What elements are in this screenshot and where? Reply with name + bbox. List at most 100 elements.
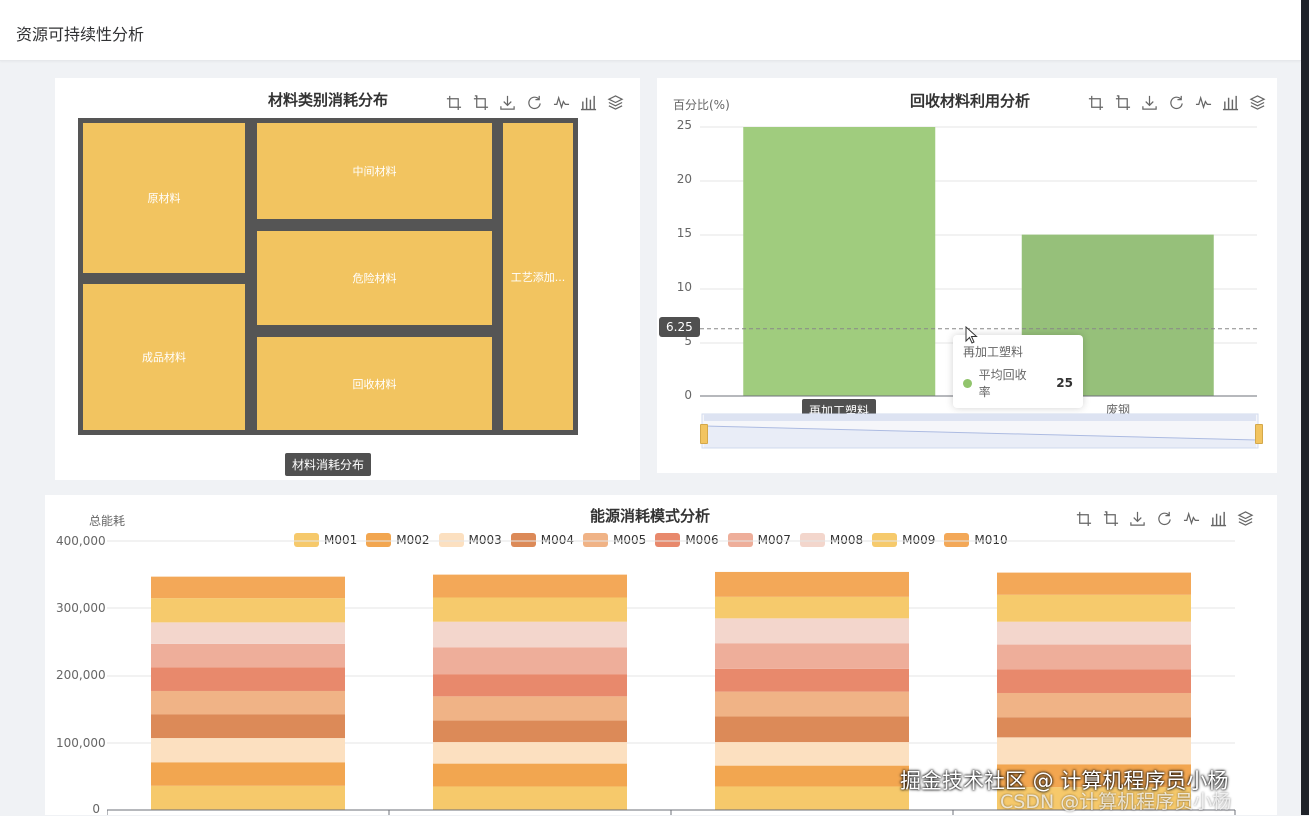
stack-icon[interactable]: [1247, 92, 1267, 112]
recycle-title: 回收材料利用分析: [909, 92, 1031, 110]
recycle-toolbox: [1085, 92, 1267, 112]
treemap-cell[interactable]: 中间材料: [257, 123, 492, 219]
bar-chart-icon[interactable]: [1220, 92, 1240, 112]
energy-bar-segment[interactable]: [151, 576, 345, 599]
energy-bar-segment[interactable]: [151, 785, 345, 810]
series-dot-icon: [963, 378, 972, 388]
energy-bar-segment[interactable]: [151, 598, 345, 623]
energy-bar-segment[interactable]: [151, 667, 345, 691]
energy-bar-segment[interactable]: [715, 643, 909, 669]
crop-icon[interactable]: [443, 92, 463, 112]
crop-reset-icon[interactable]: [1100, 508, 1120, 528]
energy-bar-segment[interactable]: [433, 674, 627, 697]
energy-bar-segment[interactable]: [715, 786, 909, 810]
energy-bar-segment[interactable]: [433, 720, 627, 743]
crop-icon[interactable]: [1085, 92, 1105, 112]
bar-chart-icon[interactable]: [578, 92, 598, 112]
crop-reset-icon[interactable]: [1112, 92, 1132, 112]
energy-bar-segment[interactable]: [715, 742, 909, 766]
energy-bar-segment[interactable]: [715, 765, 909, 787]
download-icon[interactable]: [497, 92, 517, 112]
legend-label: M004: [540, 533, 575, 547]
energy-stacked-chart: [107, 540, 1236, 815]
energy-bar-segment[interactable]: [997, 669, 1191, 693]
energy-bar-segment[interactable]: [433, 647, 627, 675]
refresh-icon[interactable]: [524, 92, 544, 112]
crop-reset-icon[interactable]: [470, 92, 490, 112]
treemap-cell[interactable]: 回收材料: [257, 337, 492, 430]
legend-item[interactable]: M001: [294, 533, 357, 547]
energy-bar-segment[interactable]: [151, 643, 345, 668]
y-tick-label: 10: [676, 280, 692, 294]
data-zoom-slider[interactable]: [700, 412, 1263, 450]
legend-item[interactable]: M008: [799, 533, 863, 547]
energy-bar-segment[interactable]: [433, 763, 627, 787]
energy-bar-segment[interactable]: [997, 692, 1191, 718]
legend-swatch: [583, 533, 609, 547]
treemap-breadcrumb[interactable]: 材料消耗分布: [285, 453, 372, 476]
legend-label: M005: [613, 533, 647, 547]
data-zoom-handle-right[interactable]: [1255, 424, 1263, 444]
legend-item[interactable]: M006: [655, 533, 719, 547]
energy-bar-segment[interactable]: [433, 786, 627, 810]
legend-item[interactable]: M005: [583, 533, 646, 547]
legend-item[interactable]: M010: [944, 533, 1008, 547]
legend-item[interactable]: M003: [438, 533, 502, 547]
recycle-tooltip: 再加工塑料 平均回收率 25: [953, 335, 1083, 408]
line-chart-icon[interactable]: [1181, 508, 1201, 528]
stack-icon[interactable]: [1235, 508, 1255, 528]
refresh-icon[interactable]: [1154, 508, 1174, 528]
energy-bar-segment[interactable]: [715, 716, 909, 743]
data-zoom-handle-left[interactable]: [700, 424, 708, 444]
energy-bar-segment[interactable]: [997, 764, 1191, 788]
legend-swatch: [510, 533, 536, 547]
energy-bar-segment[interactable]: [151, 690, 345, 715]
energy-bar-segment[interactable]: [997, 572, 1191, 595]
line-chart-icon[interactable]: [1193, 92, 1213, 112]
recycle-bar[interactable]: [743, 127, 936, 396]
bar-chart-icon[interactable]: [1208, 508, 1228, 528]
treemap-chart: 原材料 成品材料 中间材料 危险材料 回收材料 工艺添加...: [78, 118, 578, 435]
energy-bar-segment[interactable]: [433, 621, 627, 648]
stack-icon[interactable]: [605, 92, 625, 112]
treemap-cell[interactable]: 原材料: [83, 123, 245, 273]
refresh-icon[interactable]: [1166, 92, 1186, 112]
download-icon[interactable]: [1127, 508, 1147, 528]
energy-bar-segment[interactable]: [997, 787, 1191, 810]
legend-label: M001: [324, 533, 358, 547]
treemap-cell[interactable]: 成品材料: [83, 284, 245, 430]
energy-bar-segment[interactable]: [715, 618, 909, 644]
energy-bar-segment[interactable]: [997, 621, 1191, 645]
energy-bar-segment[interactable]: [715, 571, 909, 597]
energy-bar-segment[interactable]: [151, 762, 345, 786]
energy-bar-segment[interactable]: [997, 644, 1191, 670]
crop-icon[interactable]: [1073, 508, 1093, 528]
legend-item[interactable]: M007: [727, 533, 791, 547]
tooltip-series-name: 平均回收率: [978, 368, 1027, 399]
energy-bar-segment[interactable]: [997, 717, 1191, 738]
legend-item[interactable]: M002: [366, 533, 430, 547]
energy-bar-segment[interactable]: [151, 738, 345, 763]
energy-bar-segment[interactable]: [433, 742, 627, 764]
line-chart-icon[interactable]: [551, 92, 571, 112]
treemap-cell[interactable]: 危险材料: [257, 231, 492, 325]
mouse-cursor-icon: [965, 326, 978, 344]
energy-bar-segment[interactable]: [151, 714, 345, 739]
legend-swatch: [944, 533, 970, 547]
energy-bar-segment[interactable]: [997, 737, 1191, 765]
download-icon[interactable]: [1139, 92, 1159, 112]
energy-bar-segment[interactable]: [715, 596, 909, 619]
treemap-cell[interactable]: 工艺添加...: [503, 123, 573, 430]
legend-item[interactable]: M009: [872, 533, 935, 547]
energy-bar-segment[interactable]: [433, 696, 627, 721]
energy-bar-segment[interactable]: [151, 622, 345, 644]
energy-bar-segment[interactable]: [715, 668, 909, 692]
legend-label: M007: [757, 533, 791, 547]
energy-bar-segment[interactable]: [433, 597, 627, 622]
legend-item[interactable]: M004: [510, 533, 575, 547]
energy-bar-segment[interactable]: [433, 574, 627, 598]
y-tick-label: 20: [676, 172, 692, 186]
energy-bar-segment[interactable]: [997, 594, 1191, 622]
energy-bar-segment[interactable]: [715, 691, 909, 717]
legend-label: M002: [396, 533, 430, 547]
